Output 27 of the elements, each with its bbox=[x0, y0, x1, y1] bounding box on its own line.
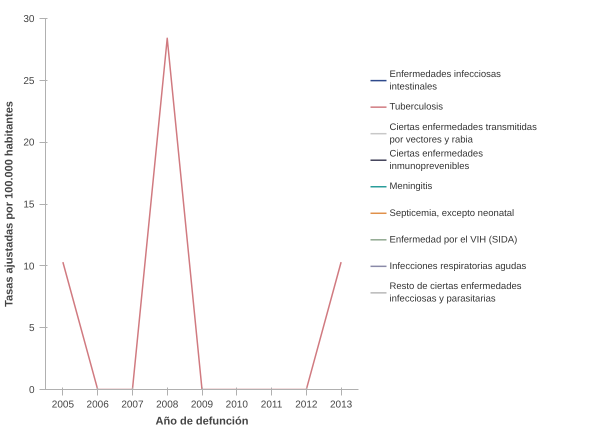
y-tick-label: 30 bbox=[23, 14, 35, 25]
x-tick-label: 2011 bbox=[260, 400, 283, 410]
legend-label: Tuberculosis bbox=[390, 102, 444, 113]
y-tick-label: 20 bbox=[23, 138, 35, 149]
legend-label: Ciertas enfermedades transmitidas por vectores y rabia bbox=[390, 122, 538, 146]
y-tick-label: 5 bbox=[28, 323, 35, 334]
y-axis-title: Tasas ajustadas por 100.000 habitantes bbox=[3, 101, 16, 307]
legend-label: Ciertas enfermedades inmunoprevenibles bbox=[390, 148, 484, 172]
x-tick-label: 2012 bbox=[295, 400, 318, 410]
x-tick-label: 2007 bbox=[121, 400, 144, 410]
x-tick-label: 2005 bbox=[52, 400, 74, 410]
x-tick-label: 2009 bbox=[190, 400, 214, 410]
y-tick-label: 15 bbox=[23, 200, 35, 210]
x-tick-label: 2010 bbox=[226, 400, 248, 410]
legend-label: Septicemia, excepto neonatal bbox=[390, 208, 514, 219]
y-tick-label: 10 bbox=[23, 261, 35, 272]
y-tick-label: 25 bbox=[23, 76, 35, 87]
legend-label: Resto de ciertas enfermedades infecciosas y parasitarias bbox=[390, 281, 522, 305]
x-axis-title: Año de defunción bbox=[156, 416, 249, 428]
x-tick-label: 2008 bbox=[156, 400, 179, 410]
x-tick-label: 2013 bbox=[330, 400, 353, 410]
legend-label: Enfermedades infecciosas intestinales bbox=[390, 68, 502, 92]
legend-label: Meningitis bbox=[390, 181, 433, 192]
y-tick-label: 0 bbox=[28, 385, 35, 396]
legend-label: Infecciones respiratorias agudas bbox=[390, 260, 527, 272]
legend-label: Enfermedad por el VIH (SIDA) bbox=[390, 234, 518, 246]
x-tick-label: 2006 bbox=[86, 400, 110, 410]
